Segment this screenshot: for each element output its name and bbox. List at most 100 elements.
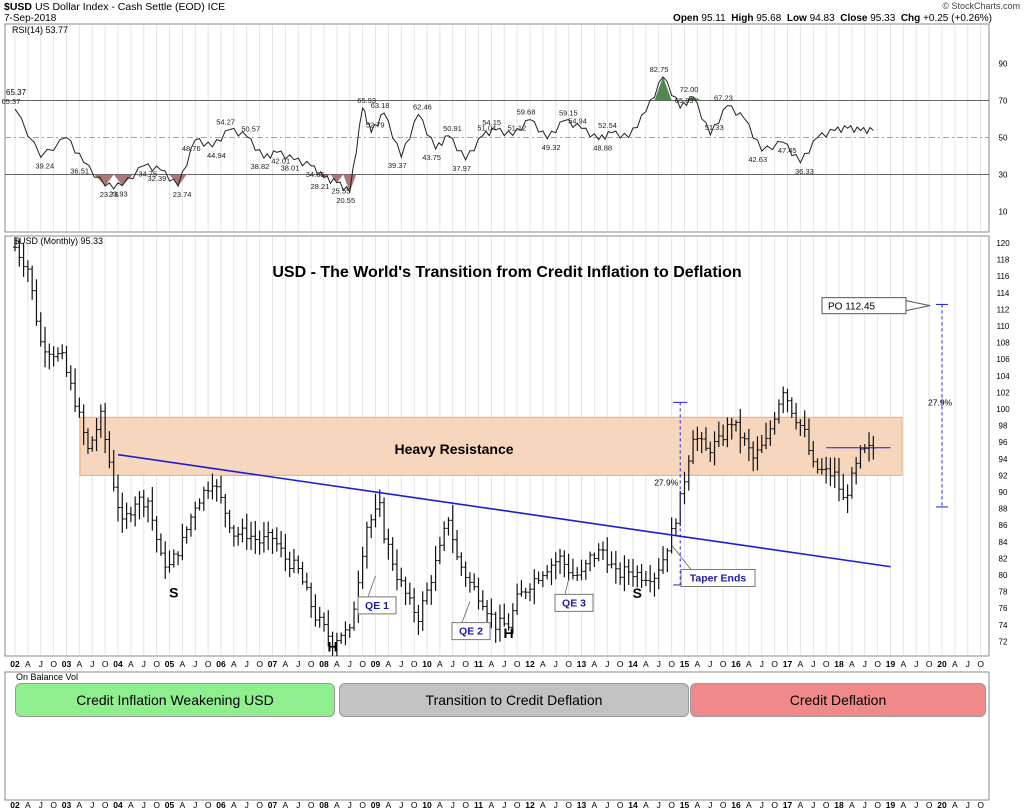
x-tick-label: O: [617, 800, 624, 810]
x-tick-label: J: [657, 800, 661, 810]
rsi-value-label: 25.55: [331, 187, 350, 196]
rsi-value-label: 62.46: [413, 102, 432, 111]
pct-left-label: 27.9%: [654, 477, 679, 487]
rsi-value-label: 65.93: [357, 96, 376, 105]
rsi-value-label: 28.21: [311, 182, 330, 191]
open-value: 95.11: [701, 13, 726, 24]
x-tick-label: A: [180, 800, 186, 810]
x-tick-label: A: [540, 800, 546, 810]
x-tick-label: 12: [525, 800, 535, 810]
x-axis-price: 02 A J O 03 A J O 04 A J O 05 A J O 06 A J O 07 A J O 08 A J O 09 A J O…: [10, 659, 984, 669]
rsi-value-label: 36.51: [70, 166, 89, 175]
price-y-tick: 72: [999, 637, 1008, 646]
x-tick-label: 17: [783, 800, 793, 810]
x-tick-label: O: [359, 659, 366, 669]
rsi-value-label: 20.55: [336, 196, 355, 205]
x-tick-label: O: [565, 659, 572, 669]
x-tick-label: O: [874, 659, 881, 669]
rsi-value-label: 59.15: [559, 109, 578, 118]
po-callout-pointer: [905, 300, 931, 312]
po-label: PO 112.45: [828, 302, 876, 313]
x-tick-label: J: [863, 659, 867, 669]
rsi-line: [14, 76, 874, 194]
chart-date: 7-Sep-2018: [4, 13, 57, 24]
x-tick-label: 04: [113, 659, 123, 669]
x-tick-label: J: [605, 800, 609, 810]
x-tick-label: 16: [731, 659, 741, 669]
x-tick-label: O: [462, 659, 469, 669]
rsi-value-label: 67.23: [714, 94, 733, 103]
rsi-oversold-fill: [330, 174, 344, 183]
callout-box: [680, 568, 756, 587]
rsi-value-label: 48.76: [182, 144, 201, 153]
x-tick-label: O: [720, 659, 727, 669]
x-tick-label: J: [39, 800, 43, 810]
x-tick-label: A: [643, 659, 649, 669]
x-tick-label: A: [334, 800, 340, 810]
price-y-tick: 104: [996, 372, 1010, 381]
rsi-value-label: 52.54: [598, 121, 617, 130]
callout-label: QE 3: [562, 597, 586, 609]
x-tick-label: O: [50, 800, 57, 810]
price-y-tick: 92: [999, 471, 1008, 480]
x-tick-label: 13: [577, 800, 587, 810]
rsi-y-tick: 70: [999, 97, 1008, 106]
rsi-overbought-fill: [654, 76, 672, 101]
rsi-value-label: 65.37: [2, 97, 21, 106]
obv-panel-frame: [4, 671, 990, 801]
rsi-oversold-fill: [343, 174, 357, 192]
price-legend: $USD (Monthly) 95.33: [14, 236, 103, 246]
x-tick-label: O: [102, 800, 109, 810]
x-tick-label: O: [771, 659, 778, 669]
x-tick-label: A: [180, 659, 186, 669]
x-tick-label: O: [308, 800, 315, 810]
x-tick-label: 07: [268, 800, 278, 810]
high-value: 95.68: [756, 13, 782, 24]
callout-box: [357, 596, 397, 615]
x-tick-label: O: [102, 659, 109, 669]
watermark: © StockCharts.com: [942, 1, 1020, 11]
price-y-tick: 116: [997, 272, 1010, 281]
x-tick-label: A: [386, 659, 392, 669]
x-tick-label: A: [592, 659, 598, 669]
phase-label: Credit Deflation: [789, 692, 887, 708]
x-tick-label: O: [256, 800, 263, 810]
x-tick-label: J: [760, 800, 764, 810]
x-tick-label: J: [451, 659, 455, 669]
x-tick-label: A: [798, 659, 804, 669]
rsi-value-label: 37.97: [452, 164, 471, 173]
rsi-panel-frame: [4, 23, 990, 233]
rsi-y-tick: 50: [999, 134, 1008, 143]
x-tick-label: O: [823, 659, 830, 669]
x-tick-label: O: [308, 659, 315, 669]
price-y-tick: 120: [996, 239, 1010, 248]
x-tick-label: J: [193, 659, 197, 669]
heavy-resistance-label: Heavy Resistance: [394, 441, 513, 457]
x-tick-label: J: [90, 659, 94, 669]
x-tick-label: 05: [165, 659, 175, 669]
x-tick-label: O: [514, 659, 521, 669]
x-tick-label: J: [142, 659, 146, 669]
rsi-oversold-fill: [317, 174, 331, 178]
x-tick-label: A: [901, 659, 907, 669]
callout-pointer: [367, 575, 376, 598]
rsi-value-label: 63.18: [371, 101, 390, 110]
pattern-letter: S: [169, 584, 178, 600]
rsi-value-label: 38.82: [251, 162, 270, 171]
price-y-tick: 112: [997, 305, 1010, 314]
price-panel: 120 118 116 114 112 110 108 106 104 102 100 98 96 94 9…: [13, 237, 1010, 657]
x-tick-label: A: [746, 659, 752, 669]
x-tick-label: O: [153, 659, 160, 669]
x-tick-label: 11: [474, 800, 483, 810]
x-tick-label: 03: [62, 800, 72, 810]
callout-box: [554, 593, 594, 612]
x-tick-label: A: [489, 659, 495, 669]
x-tick-label: A: [798, 800, 804, 810]
rsi-value-label: 48.88: [593, 144, 612, 153]
price-y-tick: 118: [997, 256, 1010, 265]
price-y-tick: 100: [996, 405, 1010, 414]
callout-pointer: [564, 579, 570, 595]
chg-label: Chg: [900, 13, 921, 24]
callout-pointer: [461, 601, 471, 623]
